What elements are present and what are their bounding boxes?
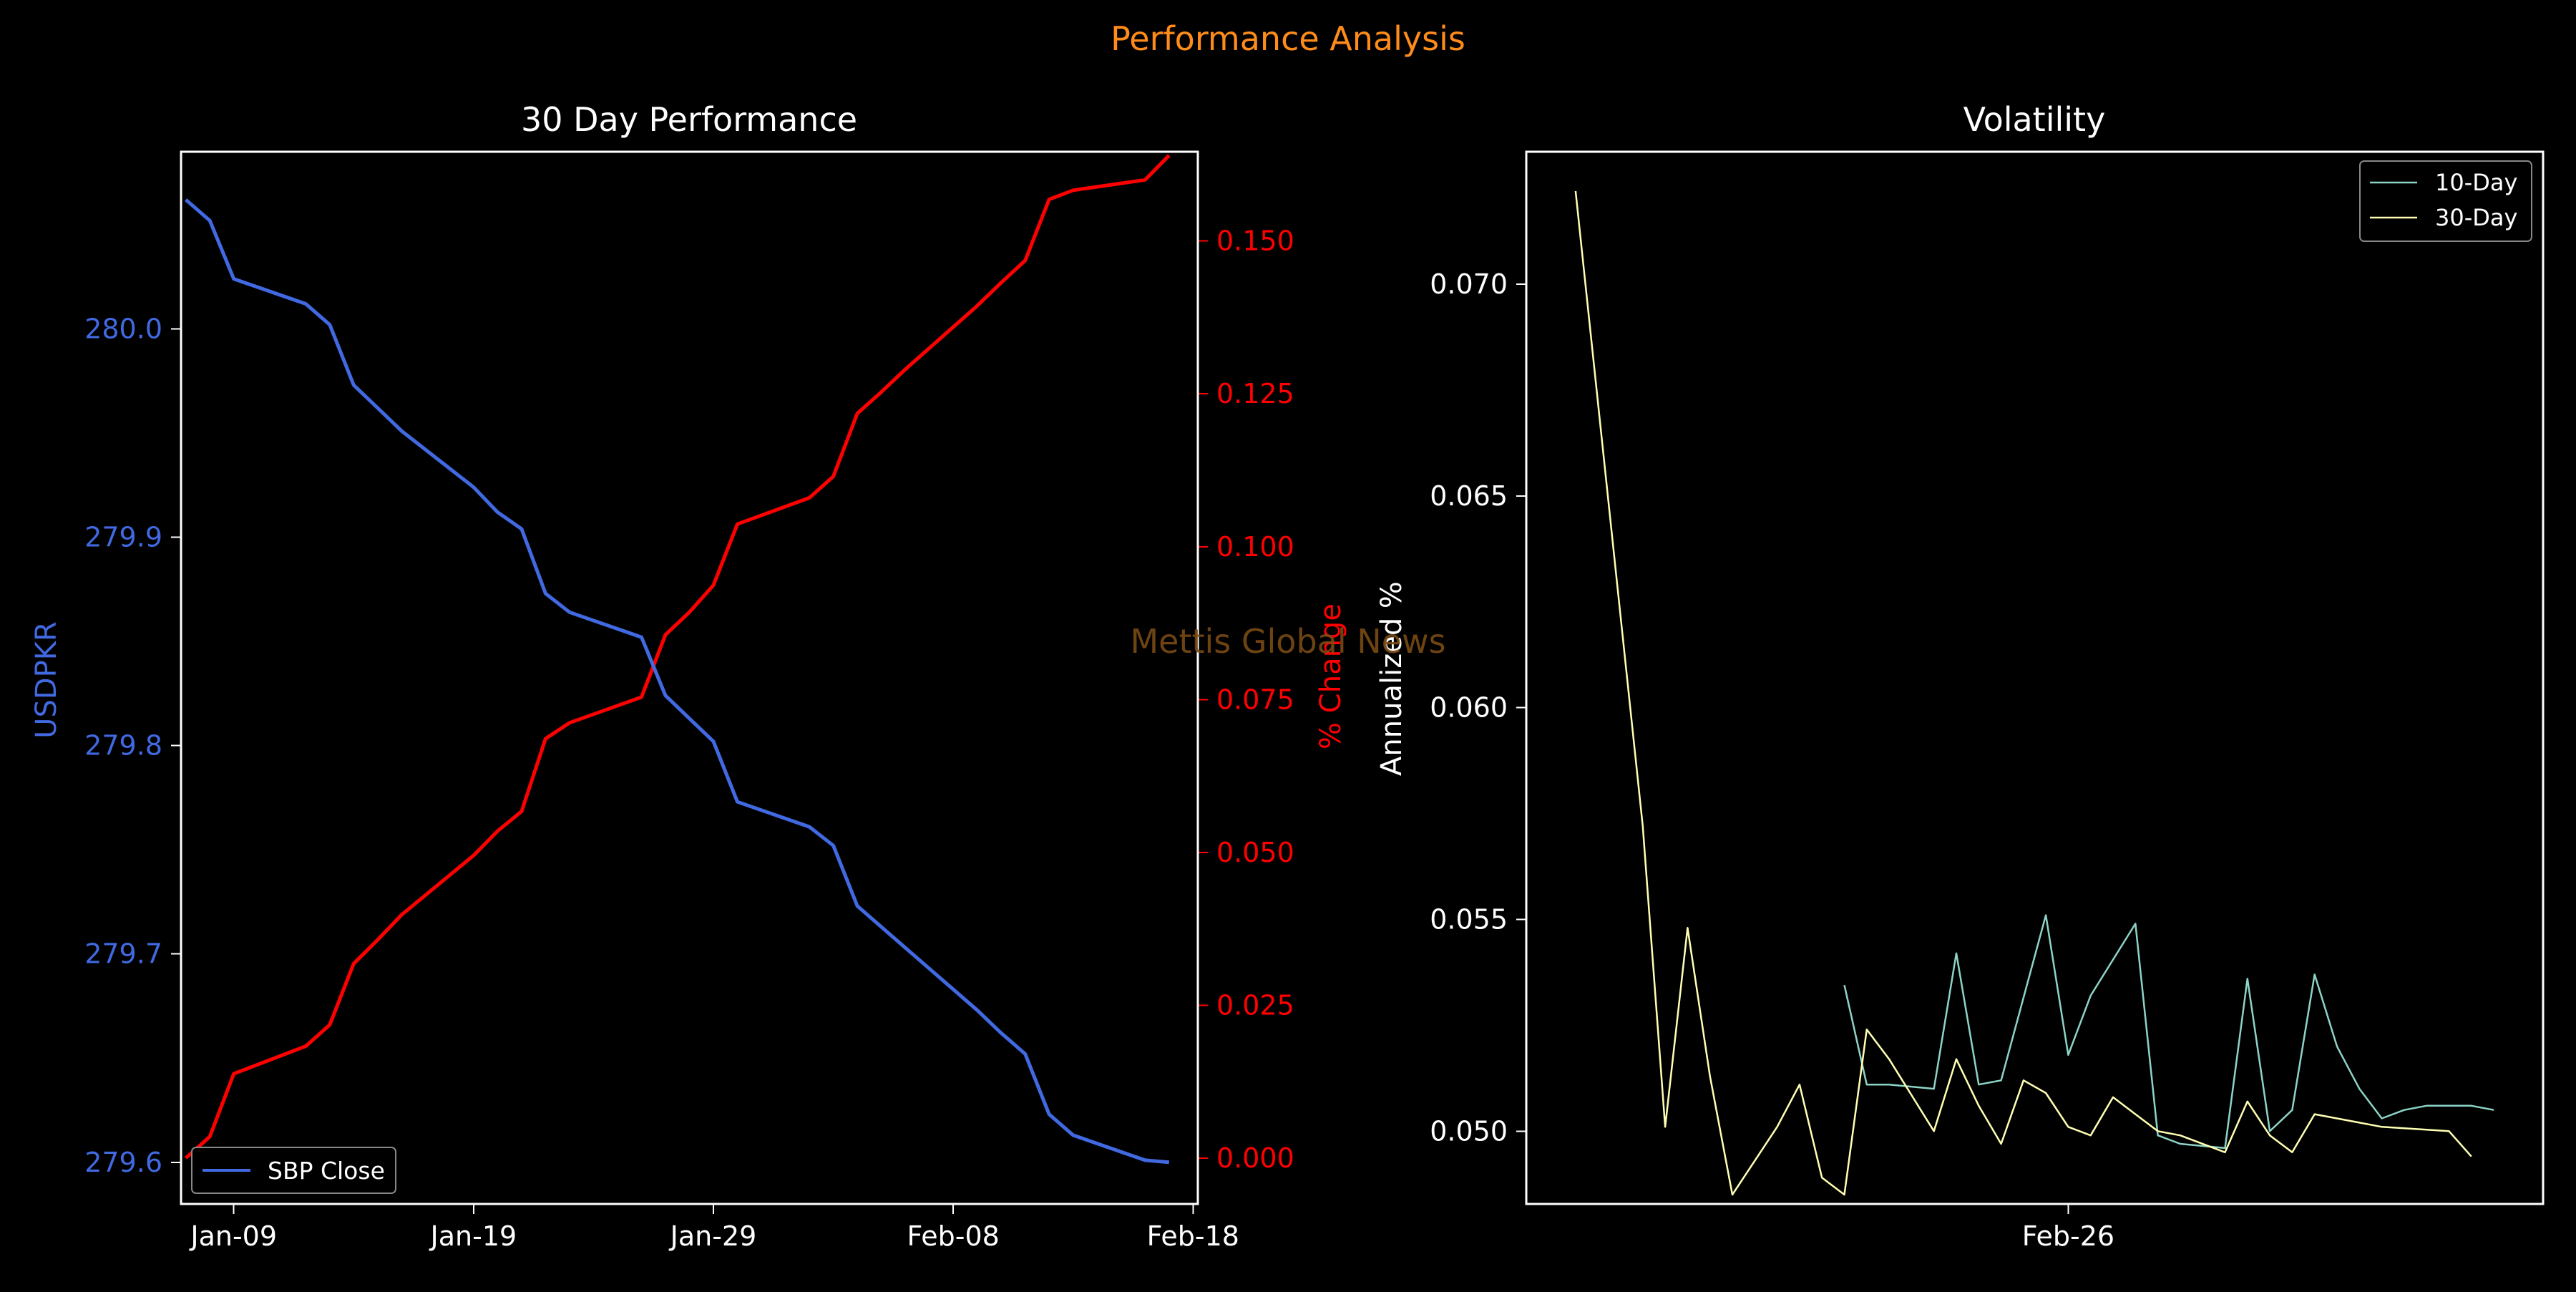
performance-title: 30 Day Performance: [521, 100, 857, 139]
performance-x-tick-label: Feb-08: [907, 1220, 999, 1252]
volatility-lines: [1574, 190, 2494, 1196]
performance-right-y-tick-label: 0.050: [1216, 837, 1294, 868]
volatility-title: Volatility: [1963, 100, 2106, 139]
volatility-frame: [1525, 150, 2545, 1205]
performance-x-tick-label: Jan-29: [669, 1220, 757, 1252]
sbp-close-line: [185, 198, 1170, 1165]
performance-right-y-tick-label: 0.025: [1216, 989, 1294, 1021]
performance-lines: [185, 154, 1171, 1165]
performance-legend-label: SBP Close: [268, 1157, 385, 1185]
volatility-ylabel: Annualized %: [1375, 581, 1408, 776]
volatility-y-tick-label: 0.050: [1430, 1115, 1508, 1147]
figure-suptitle: Performance Analysis: [1111, 19, 1465, 58]
performance-axes: Jan-09 Jan-19 Jan-29 Feb-08 Feb-18 279.6 279.7…: [84, 225, 1294, 1252]
performance-x-tick-label: Feb-18: [1147, 1220, 1239, 1252]
performance-legend-box: [191, 1147, 396, 1194]
performance-legend: SBP Close: [191, 1147, 396, 1194]
volatility-y-tick-label: 0.055: [1430, 903, 1508, 935]
performance-right-y-tick-label: 0.000: [1216, 1142, 1294, 1174]
performance-left-y-tick-label: 279.8: [84, 730, 162, 762]
performance-frame: [180, 150, 1199, 1205]
performance-x-tick-label: Jan-09: [189, 1220, 277, 1252]
performance-right-ylabel: % Change: [1314, 603, 1347, 749]
performance-panel: 30 Day Performance USDPKR % Change Jan-0…: [30, 100, 1347, 1252]
watermark-text: Mettis Global News: [1130, 622, 1445, 661]
volatility-legend-box: [2359, 160, 2532, 242]
volatility-x-tick-label: Feb-26: [2022, 1220, 2114, 1252]
performance-right-y-tick-label: 0.125: [1216, 378, 1294, 409]
volatility-10day-line: [1843, 914, 2494, 1150]
pct-change-line: [185, 154, 1171, 1160]
performance-right-y-tick-label: 0.075: [1216, 684, 1294, 715]
performance-left-y-tick-label: 280.0: [84, 313, 162, 344]
performance-left-y-tick-label: 279.6: [84, 1147, 162, 1178]
volatility-axes: Feb-26 0.050 0.055 0.060 0.065 0.070: [1430, 268, 2114, 1252]
volatility-y-tick-label: 0.070: [1430, 268, 1508, 300]
performance-left-y-tick-label: 279.7: [84, 938, 162, 970]
volatility-panel: Volatility Annualized % Feb-26 0.050 0.055…: [1375, 100, 2545, 1252]
volatility-legend-label-30day: 30-Day: [2435, 204, 2517, 231]
performance-right-y-tick-label: 0.100: [1216, 531, 1294, 563]
performance-left-y-tick-label: 279.9: [84, 522, 162, 553]
volatility-legend: 10-Day 30-Day: [2359, 160, 2532, 242]
performance-right-y-tick-label: 0.150: [1216, 225, 1294, 257]
volatility-legend-label-10day: 10-Day: [2435, 169, 2517, 196]
volatility-y-tick-label: 0.060: [1430, 692, 1508, 724]
performance-x-tick-label: Jan-19: [429, 1220, 517, 1252]
performance-left-ylabel: USDPKR: [30, 621, 63, 739]
volatility-30day-line: [1574, 190, 2472, 1196]
volatility-y-tick-label: 0.065: [1430, 480, 1508, 512]
